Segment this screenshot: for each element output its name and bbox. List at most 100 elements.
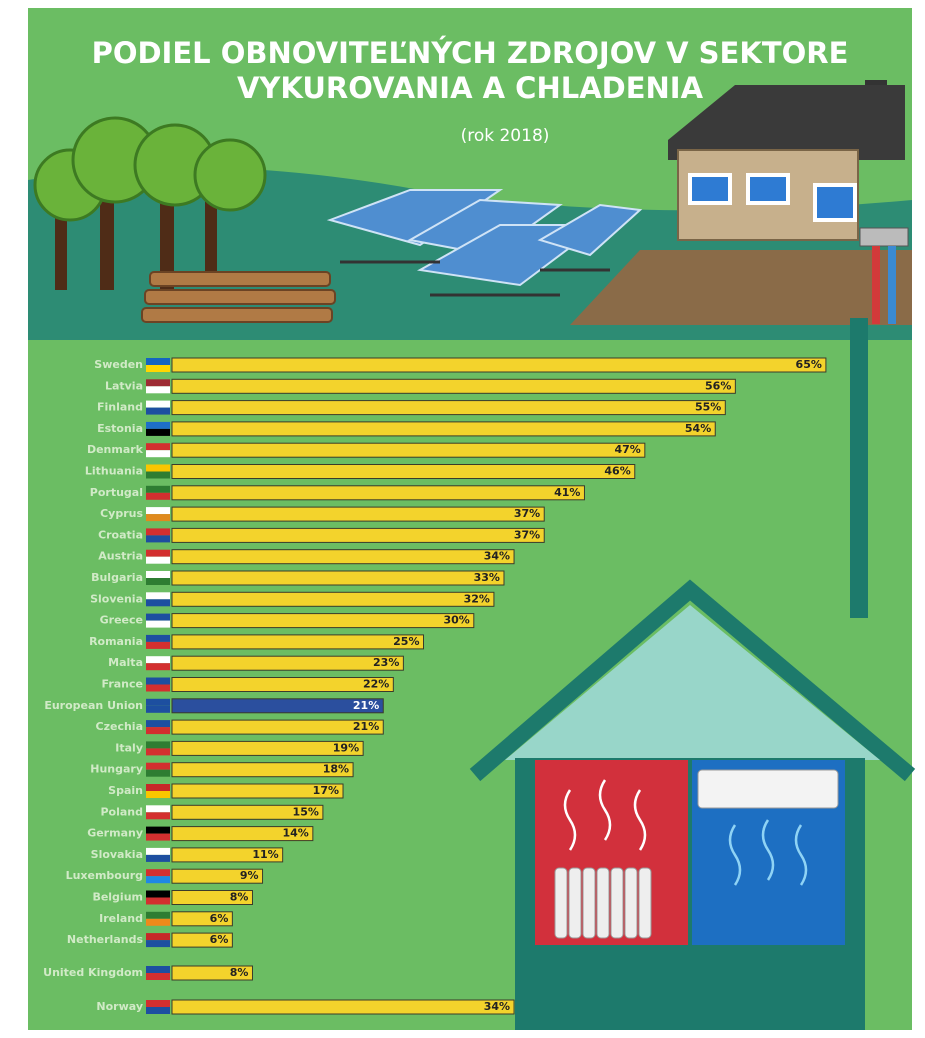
flag (146, 358, 170, 365)
flag (146, 919, 170, 926)
flag (146, 571, 170, 578)
bar (172, 401, 725, 415)
bar (172, 614, 474, 628)
value-label: 33% (474, 571, 500, 584)
flag (146, 528, 170, 535)
flag (146, 621, 170, 628)
bar (172, 635, 424, 649)
chart-title: VYKUROVANIA A CHLADENIA (237, 71, 704, 105)
category-label: Netherlands (67, 933, 144, 946)
flag (146, 472, 170, 479)
category-label: Bulgaria (91, 571, 143, 584)
bar (172, 1000, 514, 1014)
pipe (850, 318, 868, 618)
flag (146, 791, 170, 798)
flag (146, 720, 170, 727)
value-label: 15% (293, 805, 319, 818)
flag (146, 592, 170, 599)
flag (146, 408, 170, 415)
bar (172, 550, 514, 564)
flag (146, 727, 170, 734)
bar (172, 443, 645, 457)
category-label: Slovakia (91, 848, 143, 861)
value-label: 22% (363, 678, 389, 691)
flag (146, 834, 170, 841)
bar (172, 465, 635, 479)
category-label: Poland (100, 805, 143, 818)
value-label: 55% (695, 401, 721, 414)
value-label: 54% (685, 422, 711, 435)
flag (146, 1000, 170, 1007)
bar (172, 656, 403, 670)
category-label: Ireland (99, 912, 143, 925)
value-label: 32% (464, 592, 490, 605)
flag (146, 656, 170, 663)
category-label: Portugal (90, 486, 143, 499)
value-label: 34% (484, 550, 510, 563)
air-conditioner (698, 770, 838, 808)
logs (142, 272, 335, 322)
value-label: 14% (282, 827, 308, 840)
bar (172, 699, 383, 713)
value-label: 8% (230, 966, 249, 979)
category-label: Hungary (90, 763, 143, 776)
bar (172, 528, 544, 542)
flag (146, 599, 170, 606)
category-label: European Union (44, 699, 143, 712)
category-label: Slovenia (90, 592, 143, 605)
flag (146, 386, 170, 393)
category-label: United Kingdom (43, 966, 143, 979)
flag (146, 535, 170, 542)
flag (146, 912, 170, 919)
flag (146, 422, 170, 429)
flag (146, 898, 170, 905)
bar (172, 422, 715, 436)
flag (146, 635, 170, 642)
category-label: Latvia (105, 379, 143, 392)
flag (146, 514, 170, 521)
value-label: 18% (323, 763, 349, 776)
flag (146, 869, 170, 876)
value-label: 47% (614, 443, 640, 456)
value-label: 9% (240, 869, 259, 882)
category-label: Malta (108, 656, 143, 669)
category-label: Denmark (87, 443, 144, 456)
value-label: 25% (393, 635, 419, 648)
value-label: 65% (796, 358, 822, 371)
bar (172, 678, 393, 692)
flag (146, 642, 170, 649)
category-label: Belgium (92, 891, 143, 904)
value-label: 6% (210, 912, 229, 925)
flag (146, 940, 170, 947)
category-label: Greece (100, 614, 143, 627)
category-label: Cyprus (100, 507, 143, 520)
flag (146, 966, 170, 973)
value-label: 23% (373, 656, 399, 669)
value-label: 8% (230, 891, 249, 904)
category-label: Finland (97, 401, 143, 414)
flag (146, 557, 170, 564)
flag (146, 848, 170, 855)
value-label: 17% (313, 784, 339, 797)
flag (146, 770, 170, 777)
flag (146, 876, 170, 883)
chart: PODIEL OBNOVITEĽNÝCH ZDROJOV V SEKTORE V… (0, 0, 925, 1034)
value-label: 21% (353, 720, 379, 733)
category-label: Estonia (97, 422, 143, 435)
category-label: Norway (96, 1000, 143, 1013)
flag (146, 450, 170, 457)
flag (146, 678, 170, 685)
category-label: Croatia (98, 528, 143, 541)
value-label: 11% (252, 848, 278, 861)
category-label: Lithuania (85, 465, 143, 478)
value-label: 6% (210, 933, 229, 946)
value-label: 30% (443, 614, 469, 627)
flag (146, 699, 170, 706)
flag (146, 1007, 170, 1014)
flag (146, 812, 170, 819)
bar (172, 486, 584, 500)
flag (146, 933, 170, 940)
category-label: Luxembourg (66, 869, 143, 882)
chart-subtitle: (rok 2018) (461, 126, 550, 146)
flag (146, 748, 170, 755)
